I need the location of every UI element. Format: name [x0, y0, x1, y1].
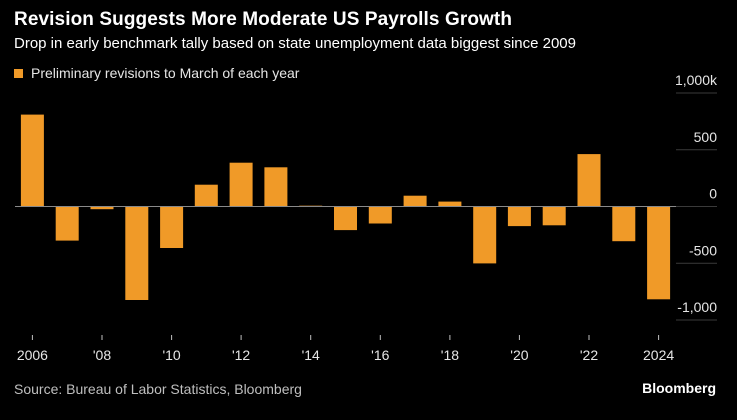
source-note: Source: Bureau of Labor Statistics, Bloo…: [14, 381, 302, 397]
x-tick-label: '18: [441, 347, 459, 363]
bar-2022: [577, 154, 601, 207]
x-tick-label: '20: [510, 347, 528, 363]
bar-2020: [507, 206, 531, 227]
x-tick-label: '08: [93, 347, 111, 363]
y-tick-label: 1,000k: [675, 72, 718, 88]
bar-2009: [125, 206, 149, 300]
x-tick-label: '10: [162, 347, 180, 363]
y-tick-label: 500: [694, 129, 718, 145]
bar-2015: [334, 206, 357, 231]
bar-2012: [229, 162, 253, 207]
y-tick-label: 0: [709, 186, 717, 202]
bar-2007: [55, 206, 79, 241]
x-tick-label: 2006: [17, 347, 48, 363]
bar-2008: [90, 206, 114, 210]
bar-2011: [194, 184, 218, 207]
y-tick-label: -1,000: [677, 299, 717, 315]
y-tick-label: -500: [689, 242, 717, 258]
bar-2019: [473, 206, 497, 264]
bar-2023: [612, 206, 636, 242]
brand-logo: Bloomberg: [642, 380, 716, 396]
x-tick-label: '12: [232, 347, 250, 363]
legend: Preliminary revisions to March of each y…: [14, 65, 299, 81]
bar-2010: [160, 206, 184, 248]
chart-subtitle: Drop in early benchmark tally based on s…: [14, 35, 576, 52]
bar-2017: [403, 195, 427, 207]
bar-2024: [647, 206, 671, 300]
bar-2018: [438, 201, 462, 207]
x-tick-label: '22: [580, 347, 598, 363]
x-tick-label: '14: [302, 347, 320, 363]
chart-title: Revision Suggests More Moderate US Payro…: [14, 9, 513, 30]
legend-label: Preliminary revisions to March of each y…: [31, 65, 300, 81]
legend-swatch: [14, 68, 23, 78]
x-tick-label: 2024: [643, 347, 674, 363]
bar-2016: [368, 206, 392, 224]
bar-2021: [542, 206, 566, 226]
x-tick-label: '16: [371, 347, 389, 363]
bar-2013: [264, 167, 288, 207]
bar-2006: [20, 114, 44, 207]
